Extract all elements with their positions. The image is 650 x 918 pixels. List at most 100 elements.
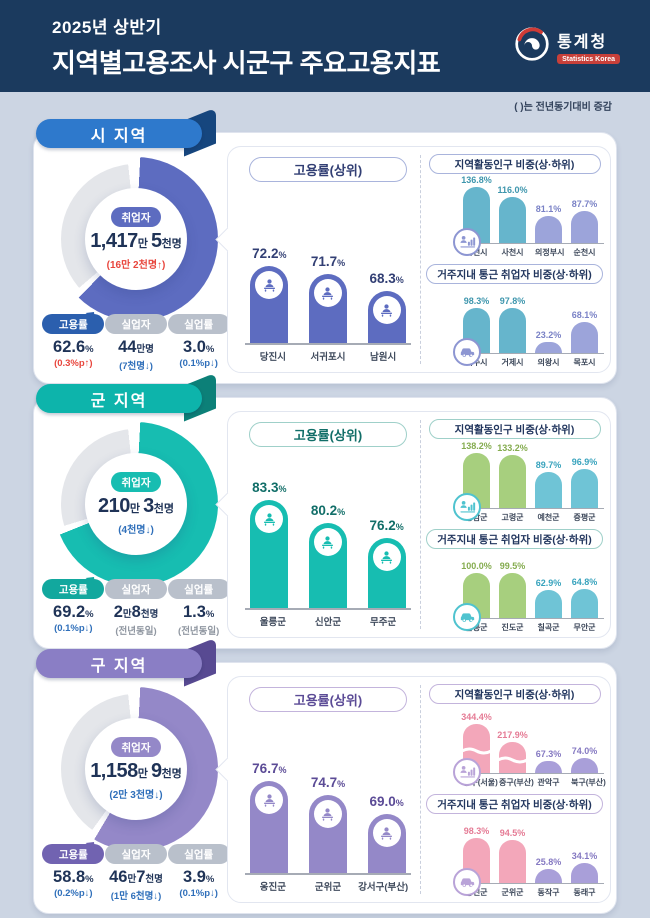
bar-column: 25.8% (535, 857, 562, 883)
stat-0: 고용률 58.8% (0.2%p↓) (42, 844, 105, 902)
section-card: 군 지역 취업자 210만 3천명 (4천명↓) 고용률 69.2% (0.1%p↓… (33, 372, 617, 649)
bar-label: 중구(부산) (499, 777, 534, 787)
stat-label: 실업자 (105, 579, 167, 599)
bar (535, 341, 562, 353)
mini-chart-title: 거주지내 통근 취업자 비중(상·하위) (426, 794, 603, 815)
bar-label: 여수시 (465, 357, 488, 367)
bar-value: 68.3% (369, 271, 404, 286)
bar-column: 87.7% (571, 199, 598, 243)
mini-chart-title: 거주지내 통근 취업자 비중(상·하위) (426, 529, 603, 550)
bar-value: 80.2% (310, 503, 346, 518)
bar (535, 868, 562, 883)
employed-delta: (16만 2천명↑) (106, 260, 166, 271)
stat-delta: (0.1%p↓) (179, 358, 218, 369)
divider (420, 420, 421, 629)
stat-value: 62.6% (53, 338, 94, 356)
mini-chart-title: 거주지내 통근 취업자 비중(상·하위) (426, 264, 603, 285)
person-chart-icon (453, 757, 481, 786)
main-chart-axis (245, 343, 411, 345)
section-title: 군 지역 (36, 384, 202, 413)
bar (250, 500, 289, 608)
worker-icon (372, 819, 401, 847)
bar-value: 23.2% (535, 329, 562, 340)
stat-label: 고용률 (42, 844, 105, 864)
donut-center: 취업자 1,417만 5천명 (16만 2천명↑) (85, 188, 187, 290)
donut-center: 취업자 210만 3천명 (4천명↓) (85, 453, 187, 555)
bar-label: 옹진군 (259, 881, 286, 893)
person-chart-icon (453, 227, 481, 256)
bar (535, 215, 562, 243)
bar-column: 71.7% (301, 253, 355, 343)
bar (571, 588, 598, 618)
bar-label: 무안군 (573, 622, 596, 632)
mini-chart-axis (453, 227, 604, 256)
axis-break-icon (462, 747, 491, 755)
stat-label: 고용률 (42, 314, 105, 334)
mini-chart-title: 지역활동인구 비중(상·하위) (428, 419, 601, 440)
stat-value: 3.0% (182, 338, 215, 356)
stat-0: 고용률 69.2% (0.1%p↓) (42, 579, 105, 637)
bar (571, 210, 598, 243)
bar-value: 76.7% (252, 761, 287, 776)
bar-label: 신안군 (314, 616, 342, 628)
bar-value: 98.3% (463, 825, 490, 836)
bar-value: 116.0% (497, 184, 528, 195)
bar (499, 572, 526, 618)
employed-value: 1,158만 9천명 (90, 760, 182, 782)
bar-label: 동래구 (573, 887, 596, 897)
car-icon (453, 602, 481, 631)
divider (420, 685, 421, 894)
stat-delta: (전년동일) (178, 626, 220, 637)
bar-label: 과천시 (465, 247, 488, 257)
bar-column: 34.1% (571, 851, 598, 883)
bar-column: 76.2% (360, 517, 414, 608)
stats-row: 고용률 58.8% (0.2%p↓) 실업자 46만7천명 (1만 6천명↓) 실업률 3.9… (42, 844, 230, 902)
stat-label: 실업자 (105, 314, 167, 334)
mini-chart-labels: 과천시 사천시 의정부시 순천시 (425, 247, 604, 258)
mini-chart-bars: 344.4% 217.9% 67.3% 74.0% (425, 704, 604, 773)
worker-icon (313, 528, 342, 556)
stat-value: 2만8천명 (113, 603, 159, 621)
bar-column: 74.0% (571, 746, 598, 773)
mini-chart-bars: 138.2% 133.2% 89.7% 96.9% (425, 439, 604, 508)
mini-chart: 지역활동인구 비중(상·하위) 344.4% 217.9% 67.3% 74.0% 중구(… (425, 684, 606, 788)
bar-value: 98.3% (463, 295, 490, 306)
mini-chart: 지역활동인구 비중(상·하위) 136.8% 116.0% 81.1% 87.7% 과천시… (425, 154, 604, 258)
bar (250, 266, 289, 343)
employed-value: 1,417만 5천명 (90, 230, 182, 252)
bar (308, 795, 347, 873)
bar (499, 454, 526, 508)
page-title: 지역별고용조사 시군구 주요고용지표 (52, 47, 441, 78)
header-titles: 2025년 상반기 지역별고용조사 시군구 주요고용지표 (52, 13, 441, 80)
bar (499, 307, 526, 353)
employed-delta: (2만 3천명↓) (109, 790, 163, 801)
agency-logo: 통계청 Statistics Korea (514, 26, 620, 67)
stat-2: 실업률 3.9% (0.1%p↓) (167, 844, 230, 902)
bar-value: 344.4% (461, 711, 492, 722)
mini-chart: 거주지내 통근 취업자 비중(상·하위) 100.0% 99.5% 62.9% 64.8… (425, 529, 604, 633)
bar-label: 관악구 (537, 777, 560, 787)
main-chart-labels: 옹진군 군위군 강서구(부산) (245, 879, 410, 893)
bar-value: 89.7% (535, 459, 562, 470)
mini-chart: 지역활동인구 비중(상·하위) 138.2% 133.2% 89.7% 96.9% 영암군… (425, 419, 604, 523)
main-chart-labels: 당진시 서귀포시 남원시 (245, 349, 410, 363)
bar-value: 87.7% (571, 198, 598, 209)
bar-label: 의왕시 (537, 357, 560, 367)
stats-row: 고용률 62.6% (0.3%p↑) 실업자 44만명 (7천명↓) 실업률 3.0% (0.1… (42, 314, 230, 372)
bar-column: 96.9% (571, 457, 598, 508)
bar-column: 133.2% (497, 443, 528, 508)
main-chart-axis (245, 608, 411, 610)
bar (308, 523, 347, 608)
bar (367, 538, 406, 608)
header: 2025년 상반기 지역별고용조사 시군구 주요고용지표 통계청 Statist… (0, 0, 650, 92)
main-chart: 고용률(상위) 76.7% 74.7% 69.0% 옹진군 군위군 강서구(부산) (228, 677, 420, 902)
worker-icon (313, 800, 342, 828)
bar-column: 116.0% (497, 184, 528, 243)
bar-label: 영암군 (465, 512, 488, 522)
bar-column: 94.5% (499, 828, 526, 883)
main-chart-title: 고용률(상위) (249, 687, 407, 712)
bar-label: 강서구(부산) (358, 881, 409, 893)
bar-column: 68.3% (360, 270, 414, 343)
main-chart-title: 고용률(상위) (249, 422, 407, 447)
bar-label: 사천시 (501, 247, 524, 257)
